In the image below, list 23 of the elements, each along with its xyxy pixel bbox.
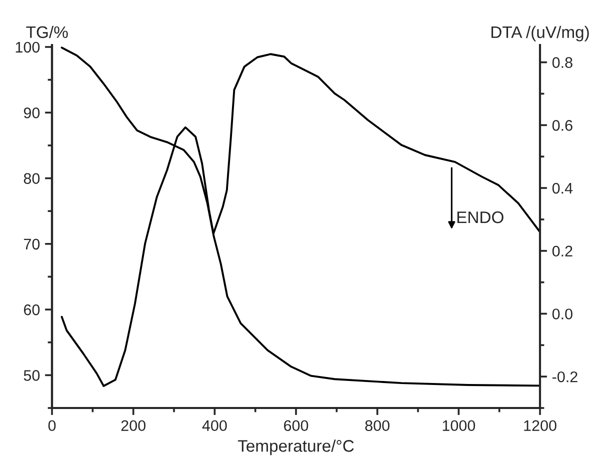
y-tick-label: 90 bbox=[24, 107, 40, 118]
x-tick-label: 800 bbox=[365, 420, 390, 432]
y-axis-title: TG/% bbox=[26, 26, 68, 38]
x-tick-label: 1000 bbox=[442, 420, 476, 432]
y2-tick-label: 0.4 bbox=[552, 182, 573, 194]
y-tick-label: 70 bbox=[24, 238, 40, 250]
y-tick-label: 100 bbox=[16, 42, 40, 53]
annotation: ENDO bbox=[457, 211, 504, 224]
y2-tick-label: 0.0 bbox=[552, 308, 572, 320]
y-tick-label: 60 bbox=[24, 304, 40, 316]
y2-tick-label: 0.2 bbox=[552, 246, 572, 257]
x-tick-label: 1200 bbox=[524, 420, 556, 432]
x-tick-label: 600 bbox=[284, 420, 308, 432]
x-tick-label: 0 bbox=[48, 420, 56, 432]
x-axis-title: Temperature/°C bbox=[238, 440, 354, 456]
y-tick-label: 80 bbox=[24, 173, 40, 184]
y2-axis-title: DTA /(uV/mg) bbox=[492, 26, 589, 42]
y2-tick-label: 0.8 bbox=[552, 57, 572, 68]
y2-tick-label: 0.6 bbox=[552, 120, 572, 131]
x-tick-label: 200 bbox=[121, 420, 146, 432]
x-tick-label: 400 bbox=[202, 420, 227, 432]
y-tick-label: 50 bbox=[24, 370, 40, 381]
y2-tick-label: -0.2 bbox=[552, 371, 578, 382]
